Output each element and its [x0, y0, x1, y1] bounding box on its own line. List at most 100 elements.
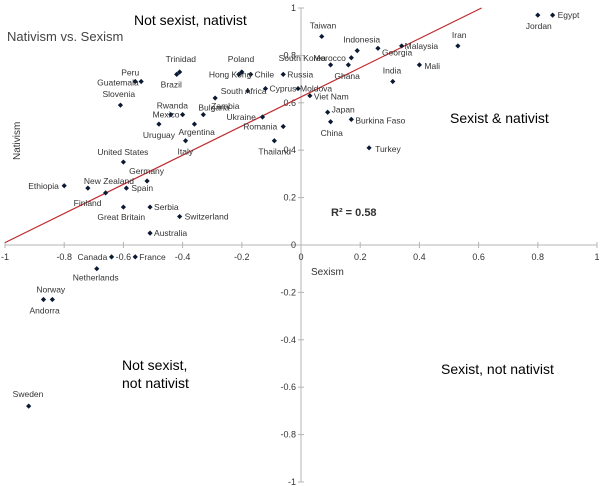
- point-label: Canada: [78, 252, 108, 262]
- point-cyprus: Cyprus: [262, 84, 296, 94]
- point-marker: [325, 109, 331, 115]
- point-marker: [280, 123, 286, 130]
- point-rwanda: Rwanda: [157, 101, 188, 118]
- point-marker: [144, 178, 150, 184]
- point-bulgaria: Bulgaria: [198, 103, 230, 118]
- point-label: Ukraine: [227, 112, 257, 122]
- point-label: Hong Kong: [209, 69, 252, 79]
- point-ethiopia: Ethiopia: [28, 181, 67, 191]
- x-tick-label: 0.8: [532, 252, 545, 262]
- point-marker: [26, 403, 32, 409]
- point-marker: [117, 102, 124, 108]
- point-marker: [200, 112, 206, 118]
- point-label: South Africa: [221, 86, 267, 96]
- point-label: Cyprus: [269, 84, 296, 94]
- point-label: Great Britain: [97, 212, 145, 222]
- y-tick-label: -0.6: [280, 382, 296, 392]
- quadrant-label-top-right: Sexist & nativist: [450, 110, 549, 126]
- point-marker: [262, 85, 269, 92]
- data-points: Egypt Jordan Taiwan Indonesia Iran Malaysia Mo…: [13, 10, 580, 409]
- y-tick-label: 0.8: [283, 50, 296, 60]
- point-mali: Mali: [416, 61, 440, 71]
- x-tick-label: 1: [594, 252, 599, 262]
- point-marker: [535, 12, 541, 18]
- point-label: Finland: [74, 198, 102, 208]
- x-tick-label: -0.2: [234, 252, 250, 262]
- point-iran: Iran: [452, 30, 467, 49]
- point-marker: [375, 45, 381, 51]
- point-georgia: Georgia: [375, 45, 412, 57]
- point-marker: [239, 69, 245, 75]
- point-label: Germany: [129, 166, 165, 176]
- point-label: Netherlands: [73, 273, 119, 283]
- point-trinidad: Trinidad: [166, 54, 196, 75]
- point-marker: [156, 121, 162, 127]
- point-label: United States: [97, 147, 148, 157]
- point-label: Ethiopia: [28, 181, 59, 191]
- point-label: Romania: [243, 122, 277, 132]
- y-tick-label: -0.2: [280, 287, 296, 297]
- point-marker: [366, 145, 372, 151]
- point-marker: [245, 88, 251, 94]
- point-label: Moldova: [300, 84, 332, 94]
- point-label: Mali: [424, 61, 440, 71]
- y-tick-label: 0.4: [283, 145, 296, 155]
- point-egypt: Egypt: [550, 10, 580, 20]
- point-label: Indonesia: [343, 35, 380, 45]
- x-tick-label: 0.2: [354, 252, 367, 262]
- x-tick-label: -1: [1, 252, 9, 262]
- point-jordan: Jordan: [526, 12, 552, 31]
- point-label: France: [139, 252, 166, 262]
- point-label: Morocco: [313, 53, 346, 63]
- point-india: India: [383, 65, 401, 85]
- point-marker: [416, 62, 422, 68]
- point-label: Jordan: [526, 21, 552, 31]
- point-slovenia: Slovenia: [102, 89, 135, 108]
- point-marker: [191, 121, 198, 127]
- point-norway: Norway: [36, 285, 66, 303]
- point-label: Turkey: [375, 144, 401, 154]
- point-marker: [182, 138, 189, 144]
- point-label: Thailand: [258, 147, 291, 157]
- point-marker: [354, 48, 360, 54]
- point-label: Switzerland: [185, 212, 229, 222]
- point-marker: [319, 33, 325, 40]
- point-label: Slovenia: [102, 89, 135, 99]
- point-germany: Germany: [129, 166, 165, 184]
- point-united-states: United States: [97, 147, 148, 165]
- y-tick-label: 1: [291, 3, 296, 13]
- point-label: Mexico: [153, 110, 180, 120]
- point-marker: [390, 78, 396, 85]
- point-marker: [49, 296, 55, 303]
- point-new-zealand: New Zealand: [84, 176, 134, 191]
- y-axis-title: Nativism: [12, 122, 23, 160]
- point-marker: [61, 183, 67, 189]
- y-tick-label: -0.4: [280, 335, 296, 345]
- point-label: Egypt: [558, 10, 580, 20]
- point-marker: [108, 254, 115, 260]
- point-italy: Italy: [178, 138, 194, 157]
- point-mexico: Mexico: [153, 110, 186, 120]
- point-japan: Japan: [325, 104, 355, 115]
- point-marker: [177, 69, 183, 75]
- point-chile: Chile: [248, 69, 274, 79]
- point-label: Andorra: [29, 306, 60, 316]
- point-marker: [399, 43, 405, 49]
- point-malaysia: Malaysia: [399, 41, 438, 51]
- point-switzerland: Switzerland: [177, 212, 229, 222]
- point-marker: [123, 185, 129, 191]
- y-tick-label: -1: [288, 477, 296, 487]
- x-tick-label: -0.8: [56, 252, 72, 262]
- point-south-korea: South Korea: [279, 53, 334, 68]
- x-tick-label: 0.4: [413, 252, 426, 262]
- point-label: Argentina: [178, 127, 215, 137]
- point-marker: [345, 62, 351, 68]
- y-tick-label: 0: [291, 240, 296, 250]
- point-label: Brazil: [161, 79, 182, 89]
- point-thailand: Thailand: [258, 138, 291, 157]
- point-label: Chile: [255, 69, 275, 79]
- point-label: Poland: [228, 54, 255, 64]
- point-moldova: Moldova: [295, 84, 332, 94]
- point-marker: [259, 114, 266, 120]
- point-ghana: Ghana: [334, 62, 360, 81]
